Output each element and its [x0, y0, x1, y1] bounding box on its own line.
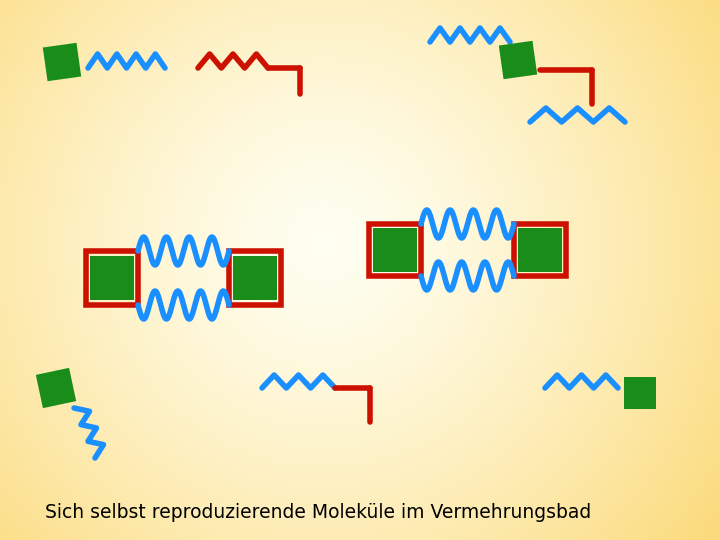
- Polygon shape: [373, 228, 417, 272]
- Bar: [369, 224, 421, 276]
- Bar: [229, 251, 281, 305]
- Polygon shape: [36, 368, 76, 408]
- Polygon shape: [42, 43, 81, 81]
- Polygon shape: [624, 377, 656, 409]
- Polygon shape: [90, 256, 134, 300]
- Text: Sich selbst reproduzierende Moleküle im Vermehrungsbad: Sich selbst reproduzierende Moleküle im …: [45, 503, 591, 522]
- Bar: [514, 224, 566, 276]
- Bar: [86, 251, 138, 305]
- Polygon shape: [499, 41, 537, 79]
- Polygon shape: [518, 228, 562, 272]
- Polygon shape: [233, 256, 277, 300]
